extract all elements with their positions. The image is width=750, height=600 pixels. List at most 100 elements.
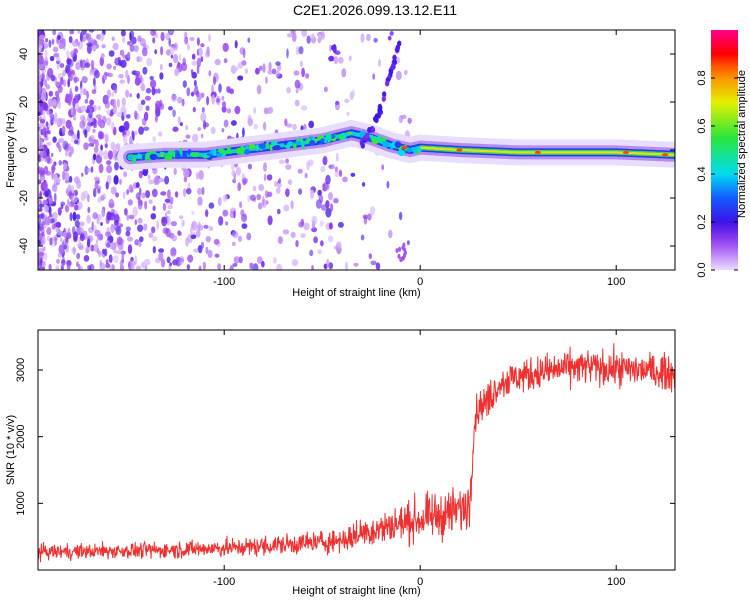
- noise-speckle: [317, 33, 322, 39]
- noise-speckle: [272, 257, 277, 264]
- noise-speckle: [38, 47, 42, 53]
- noise-speckle: [119, 49, 125, 56]
- noise-speckle: [138, 240, 142, 248]
- ridge-hotspot: [623, 150, 629, 154]
- noise-speckle: [44, 216, 51, 226]
- noise-speckle: [205, 236, 211, 243]
- noise-speckle: [104, 100, 111, 109]
- noise-speckle: [195, 229, 201, 238]
- noise-speckle: [353, 262, 359, 267]
- ridge-blob: [325, 133, 332, 140]
- noise-speckle: [60, 263, 64, 270]
- noise-speckle: [278, 178, 282, 184]
- y-tick-label: 3000: [15, 358, 27, 382]
- chirp-blob: [398, 246, 402, 252]
- noise-speckle: [342, 176, 348, 183]
- noise-speckle: [111, 91, 114, 97]
- noise-speckle: [42, 93, 45, 102]
- ridge-blob: [412, 146, 418, 154]
- noise-speckle: [230, 163, 235, 170]
- noise-speckle: [286, 48, 289, 59]
- noise-speckle: [225, 221, 229, 226]
- colorbar-tick-label: 0.2: [696, 214, 708, 229]
- noise-speckle: [125, 226, 131, 232]
- noise-speckle: [181, 219, 185, 227]
- noise-speckle: [122, 36, 126, 43]
- noise-speckle: [86, 238, 91, 248]
- noise-speckle: [253, 107, 257, 114]
- noise-speckle: [351, 89, 356, 97]
- noise-speckle: [258, 184, 265, 192]
- noise-speckle: [85, 33, 90, 40]
- noise-speckle: [75, 214, 81, 220]
- noise-speckle: [151, 226, 156, 234]
- noise-speckle: [61, 125, 66, 135]
- noise-speckle: [187, 43, 190, 51]
- noise-speckle: [108, 50, 115, 57]
- chirp-blob: [381, 95, 386, 102]
- noise-speckle: [56, 258, 60, 264]
- noise-speckle: [375, 262, 381, 270]
- noise-speckle: [98, 150, 104, 157]
- noise-speckle: [112, 155, 119, 161]
- noise-speckle: [112, 255, 119, 264]
- noise-speckle: [135, 192, 141, 200]
- noise-speckle: [389, 31, 394, 36]
- noise-speckle: [203, 224, 209, 229]
- noise-speckle: [129, 135, 133, 145]
- noise-speckle: [90, 166, 94, 173]
- noise-speckle: [286, 123, 293, 128]
- noise-speckle: [89, 68, 95, 77]
- noise-speckle: [194, 79, 197, 87]
- noise-speckle: [150, 79, 157, 89]
- noise-speckle: [275, 61, 281, 66]
- noise-speckle: [46, 227, 52, 235]
- noise-speckle: [134, 219, 138, 226]
- noise-speckle: [103, 150, 109, 160]
- noise-speckle: [80, 105, 87, 112]
- noise-speckle: [115, 250, 122, 255]
- noise-speckle: [282, 229, 290, 235]
- noise-speckle: [185, 134, 191, 139]
- noise-speckle: [262, 121, 267, 131]
- snr-plot-area: [38, 343, 675, 563]
- noise-speckle: [172, 109, 176, 118]
- noise-speckle: [184, 36, 189, 45]
- noise-speckle: [38, 88, 41, 94]
- noise-speckle: [100, 144, 103, 151]
- ridge-blob: [286, 143, 291, 149]
- ridge-yellow-core: [420, 146, 675, 156]
- noise-speckle: [191, 222, 195, 229]
- noise-speckle: [168, 106, 173, 111]
- noise-speckle: [208, 34, 211, 42]
- noise-speckle: [94, 180, 99, 190]
- noise-speckle: [49, 218, 55, 224]
- noise-speckle: [106, 165, 113, 174]
- noise-speckle: [119, 179, 122, 185]
- ridge-blob: [376, 135, 382, 142]
- noise-speckle: [53, 161, 57, 166]
- noise-speckle: [158, 252, 164, 261]
- noise-speckle: [332, 43, 337, 53]
- noise-speckle: [311, 265, 314, 270]
- noise-speckle: [200, 112, 207, 122]
- noise-speckle: [203, 120, 207, 130]
- noise-speckle: [116, 98, 120, 108]
- noise-speckle: [53, 52, 60, 58]
- noise-speckle: [93, 146, 99, 154]
- noise-speckle: [62, 140, 69, 150]
- noise-speckle: [110, 141, 116, 151]
- noise-speckle: [73, 139, 79, 145]
- noise-speckle: [113, 86, 118, 94]
- noise-speckle: [191, 60, 198, 66]
- noise-speckle: [148, 199, 153, 204]
- noise-speckle: [106, 242, 111, 248]
- noise-speckle: [145, 190, 151, 199]
- noise-speckle: [190, 69, 194, 75]
- ridge-blob: [406, 147, 413, 153]
- noise-speckle: [127, 244, 133, 255]
- noise-speckle: [159, 99, 163, 108]
- noise-speckle: [69, 30, 75, 35]
- noise-speckle: [77, 129, 80, 140]
- noise-speckle: [223, 119, 229, 128]
